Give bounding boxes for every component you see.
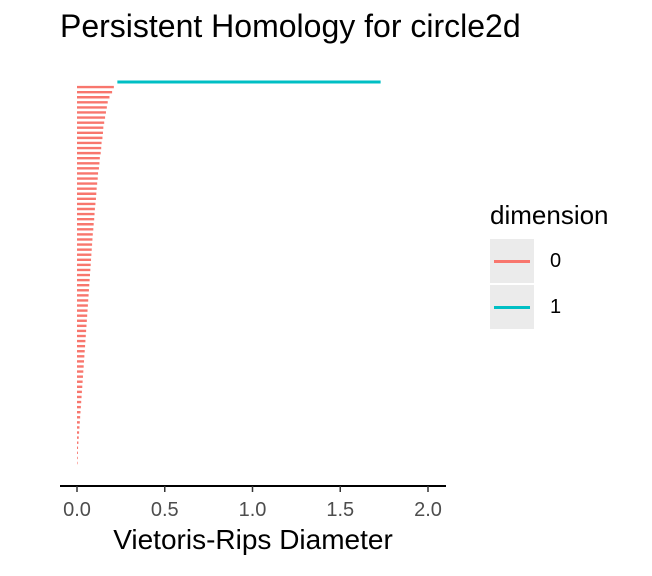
x-tick-label: 1.0: [239, 499, 267, 521]
x-tick-label: 0.0: [63, 499, 91, 521]
legend-label-1: 1: [550, 295, 562, 318]
x-tick-label: 1.5: [326, 499, 354, 521]
x-axis-label: Vietoris-Rips Diameter: [113, 524, 393, 555]
x-tick-label: 0.5: [151, 499, 179, 521]
x-ticks-group: 0.0 0.5 1.0 1.5 2.0: [63, 486, 442, 521]
bars-group: [77, 80, 381, 465]
legend-key-0: [490, 239, 534, 283]
legend-label-0: 0: [550, 249, 562, 272]
legend-item-0: 0: [490, 239, 609, 283]
legend-key-1: [490, 285, 534, 329]
legend: dimension 0 1: [490, 200, 609, 331]
chart-title: Persistent Homology for circle2d: [60, 8, 521, 44]
legend-title: dimension: [490, 200, 609, 230]
legend-item-1: 1: [490, 285, 609, 329]
x-tick-label: 2.0: [414, 499, 442, 521]
